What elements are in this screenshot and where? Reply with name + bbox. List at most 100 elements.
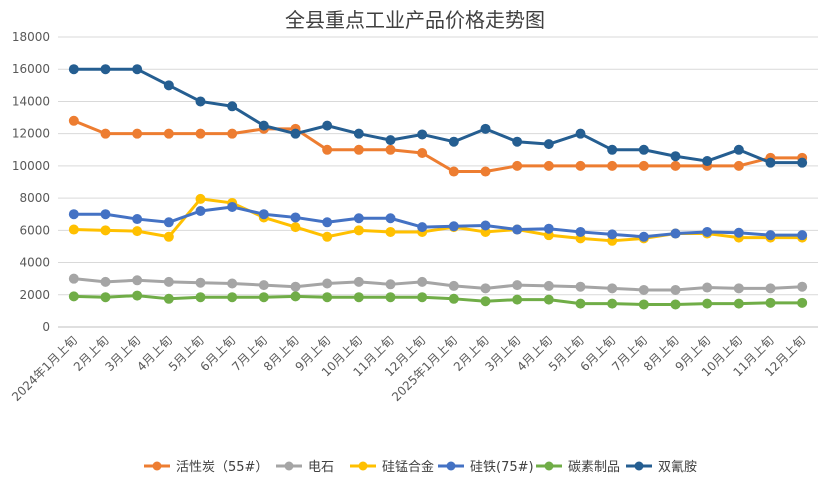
series-group	[68, 290, 808, 310]
legend-swatch-marker	[152, 461, 162, 471]
y-tick-label: 16000	[12, 62, 50, 76]
data-point	[353, 225, 364, 236]
data-point	[353, 276, 364, 287]
data-point	[512, 136, 523, 147]
y-tick-label: 0	[42, 320, 50, 334]
data-point	[68, 224, 79, 235]
data-point	[638, 231, 649, 242]
data-point	[353, 128, 364, 139]
data-point	[797, 157, 808, 168]
legend-label: 碳素制品	[568, 460, 620, 475]
data-point	[195, 193, 206, 204]
data-point	[670, 228, 681, 239]
data-point	[163, 276, 174, 287]
data-point	[702, 156, 713, 167]
series-line	[72, 119, 804, 174]
data-point	[163, 128, 174, 139]
data-point	[195, 277, 206, 288]
data-point	[385, 135, 396, 146]
legend-item: 双氰胺	[626, 459, 697, 475]
data-point	[258, 280, 269, 291]
data-point	[733, 144, 744, 155]
legend-label: 双氰胺	[658, 459, 697, 475]
data-point	[385, 213, 396, 224]
data-point	[68, 273, 79, 284]
data-point	[132, 226, 143, 237]
data-point	[543, 139, 554, 150]
data-point	[448, 221, 459, 232]
legend-item: 活性炭（55#）	[144, 460, 268, 475]
data-point	[417, 148, 428, 158]
data-point	[797, 281, 808, 292]
data-point	[68, 64, 79, 75]
data-point	[290, 291, 301, 302]
data-point	[100, 292, 111, 303]
data-point	[797, 297, 808, 308]
data-point	[227, 101, 238, 112]
data-point	[702, 298, 713, 309]
data-point	[733, 227, 744, 238]
data-point	[290, 128, 301, 139]
data-point	[100, 128, 111, 139]
data-point	[100, 225, 111, 236]
data-point	[385, 279, 396, 290]
data-point	[765, 157, 776, 168]
data-point	[68, 115, 79, 126]
legend: 活性炭（55#） 电石 硅锰合金 硅铁(75#) 碳素制品 双氰胺	[144, 459, 697, 475]
data-point	[195, 206, 206, 216]
data-point	[132, 128, 143, 139]
data-point	[448, 136, 459, 147]
legend-swatch-marker	[284, 461, 294, 471]
y-tick-label: 14000	[12, 94, 50, 108]
legend-swatch-marker	[358, 461, 368, 471]
data-point	[607, 144, 618, 155]
data-point	[765, 297, 776, 308]
data-point	[227, 128, 238, 139]
data-point	[100, 64, 111, 75]
data-point	[353, 144, 364, 155]
legend-item: 硅锰合金	[350, 459, 434, 475]
data-point	[258, 292, 269, 303]
data-point	[417, 292, 428, 303]
data-point	[512, 294, 523, 305]
data-point	[575, 298, 586, 309]
data-point	[607, 283, 618, 294]
data-point	[163, 80, 174, 91]
series-line	[72, 67, 804, 165]
y-tick-label: 12000	[12, 127, 50, 141]
data-point	[322, 217, 333, 228]
data-point	[417, 222, 428, 233]
data-point	[322, 278, 333, 289]
data-point	[638, 144, 649, 155]
data-point	[543, 294, 554, 305]
data-point	[607, 160, 618, 171]
data-point	[417, 129, 428, 140]
series-group	[68, 64, 808, 168]
series-line	[72, 277, 804, 292]
data-point	[195, 292, 206, 303]
series-group	[68, 273, 808, 295]
series-line	[72, 197, 804, 243]
data-point	[733, 160, 744, 171]
data-point	[385, 226, 396, 237]
data-point	[575, 160, 586, 171]
series-line	[72, 294, 804, 306]
series-layer	[68, 64, 808, 310]
data-point	[543, 280, 554, 291]
data-point	[512, 280, 523, 291]
data-point	[797, 230, 808, 241]
legend-item: 碳素制品	[536, 460, 620, 475]
data-point	[765, 230, 776, 241]
data-point	[290, 222, 301, 233]
data-point	[607, 298, 618, 309]
data-point	[543, 223, 554, 234]
data-point	[258, 209, 269, 220]
data-point	[322, 120, 333, 131]
data-point	[512, 224, 523, 235]
data-point	[512, 160, 523, 171]
legend-label: 硅锰合金	[382, 459, 434, 475]
legend-swatch-marker	[634, 461, 644, 471]
data-point	[733, 298, 744, 309]
data-point	[575, 281, 586, 292]
